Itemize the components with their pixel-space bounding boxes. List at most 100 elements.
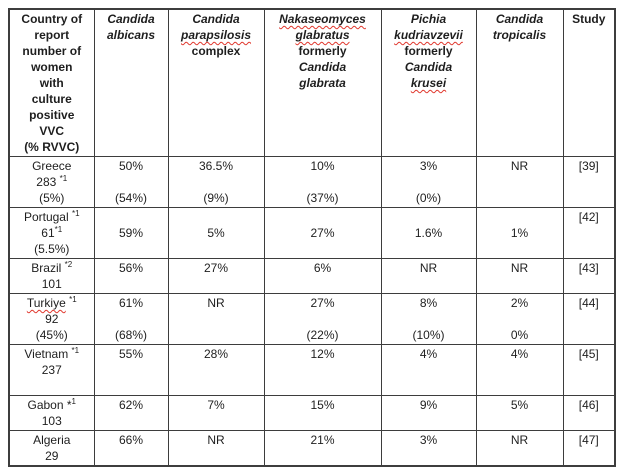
row-vietnam: Vietnam *1 237 55% 28% 12% 4% 4% [45] (8, 344, 616, 396)
header-cell-nakaseomyces-glabratus-line: Candida (267, 59, 379, 75)
cell-portugal-candida-albicans: 59% (93, 207, 169, 259)
cell-greece-candida-tropicalis-line: NR (479, 158, 561, 174)
text-segment: tropicalis (492, 28, 547, 42)
text-segment: 5% (207, 226, 225, 240)
header-cell-candida-parapsilosis-complex-line: Candida (171, 11, 262, 27)
cell-greece-pichia-kudriavzevii-line: 3% (384, 158, 474, 174)
header-cell-nakaseomyces-glabratus-line: glabratus (267, 27, 379, 43)
cell-portugal-pichia-kudriavzevii-line (384, 209, 474, 225)
cell-portugal-pichia-kudriavzevii: 1.6% (380, 207, 477, 259)
cell-brazil-candida-parapsilosis-complex: 27% (167, 258, 265, 294)
header-cell-country-line: (% RVVC) (12, 139, 92, 155)
text-segment: 36.5% (198, 159, 234, 173)
cell-brazil-candida-albicans-line: 56% (97, 260, 166, 276)
cell-gabon-candida-tropicalis: 5% (475, 395, 564, 431)
cell-vietnam-country: Vietnam *1 237 (8, 344, 95, 396)
header-cell-pichia-kudriavzevii-line: formerly (384, 43, 474, 59)
text-segment: 55% (118, 347, 144, 361)
cell-brazil-candida-tropicalis-line: NR (479, 260, 561, 276)
cell-turkiye-study: [44] (562, 293, 616, 345)
row-brazil: Brazil *2 101 56% 27% 6% NR NR [43] (8, 258, 616, 294)
cell-algeria-nakaseomyces-glabratus-line: 21% (267, 432, 379, 448)
text-segment: 9% (419, 398, 438, 412)
cell-brazil-study-line: [43] (566, 260, 613, 276)
table-body: Greece 283 *1 (5%) 50% (54%) 36.5% (9%) 10% (… (8, 156, 616, 467)
cell-vietnam-candida-tropicalis-line: 4% (479, 346, 561, 362)
text-segment: 3% (419, 159, 438, 173)
header-cell-country-line: Country of (12, 11, 92, 27)
cell-vietnam-study-line: [45] (566, 346, 613, 362)
cell-vietnam-nakaseomyces-glabratus-line: 12% (267, 346, 379, 362)
text-segment: NR (207, 296, 225, 310)
cell-vietnam-candida-albicans: 55% (93, 344, 169, 396)
cell-greece-study-line: [39] (566, 158, 613, 174)
cell-brazil-pichia-kudriavzevii-line: NR (384, 260, 474, 276)
cell-greece-nakaseomyces-glabratus-line: (37%) (267, 190, 379, 206)
cell-algeria-pichia-kudriavzevii-line: 3% (384, 432, 474, 448)
text-segment: positive (29, 108, 75, 122)
cell-turkiye-candida-parapsilosis-complex: NR (167, 293, 265, 345)
cell-turkiye-country-line: Turkiye *1 (12, 295, 92, 311)
text-segment: 50% (118, 159, 144, 173)
text-segment: 101 (41, 277, 62, 291)
table-header: Country of report number of women with cultur… (8, 8, 616, 157)
cell-algeria-country: Algeria 29 (8, 430, 95, 467)
text-segment: Candida (192, 12, 240, 26)
cell-portugal-country: Portugal *1 61*1 (5.5%) (8, 207, 95, 259)
text-segment: 61 (41, 226, 55, 240)
text-segment: [46] (578, 398, 599, 412)
spellcheck-flagged-text: parapsilosis (180, 28, 252, 42)
cell-gabon-pichia-kudriavzevii-line: 9% (384, 397, 474, 413)
header-cell-candida-albicans-line: Candida (97, 11, 166, 27)
cell-greece-nakaseomyces-glabratus: 10% (37%) (263, 156, 382, 208)
cell-brazil-pichia-kudriavzevii: NR (380, 258, 477, 294)
text-segment: NR (419, 261, 438, 275)
cell-turkiye-pichia-kudriavzevii-line: 8% (384, 295, 474, 311)
superscript-note: *1 (54, 225, 63, 234)
cell-vietnam-study: [45] (562, 344, 616, 396)
text-segment: Country of (21, 12, 83, 26)
superscript-note: *1 (71, 209, 80, 218)
cell-greece-nakaseomyces-glabratus-line: 10% (267, 158, 379, 174)
text-segment: Algeria (33, 433, 71, 447)
cell-portugal-candida-parapsilosis-complex: 5% (167, 207, 265, 259)
text-segment: culture (31, 92, 72, 106)
cell-greece-pichia-kudriavzevii-line (384, 174, 474, 190)
header-cell-candida-tropicalis-line: Candida (479, 11, 561, 27)
cell-turkiye-nakaseomyces-glabratus-line: 27% (267, 295, 379, 311)
cell-turkiye-pichia-kudriavzevii-line (384, 311, 474, 327)
cell-brazil-study: [43] (562, 258, 616, 294)
cell-brazil-nakaseomyces-glabratus-line: 6% (267, 260, 379, 276)
cell-gabon-nakaseomyces-glabratus: 15% (263, 395, 382, 431)
cell-vietnam-candida-tropicalis: 4% (475, 344, 564, 396)
header-cell-candida-parapsilosis-complex-line: complex (171, 43, 262, 59)
text-segment: 66% (118, 433, 144, 447)
cell-portugal-candida-tropicalis-line: 1% (479, 225, 561, 241)
cell-greece-candida-albicans: 50% (54%) (93, 156, 169, 208)
text-segment: 237 (41, 363, 62, 377)
text-segment: Portugal (23, 210, 72, 224)
text-segment: Greece (32, 159, 72, 173)
text-segment: (54%) (114, 191, 147, 205)
header-cell-pichia-kudriavzevii-line: kudriavzevii (384, 27, 474, 43)
text-segment: (% RVVC) (24, 140, 80, 154)
text-segment: 5% (510, 398, 529, 412)
header-cell-country-line: with (12, 75, 92, 91)
cell-portugal-country-line: Portugal *1 (12, 209, 92, 225)
cell-brazil-country-line: Brazil *2 (12, 260, 92, 276)
cell-algeria-candida-albicans-line: 66% (97, 432, 166, 448)
cell-algeria-candida-parapsilosis-complex-line: NR (171, 432, 262, 448)
text-segment: NR (510, 159, 529, 173)
text-segment: Candida (495, 12, 544, 26)
cell-portugal-candida-parapsilosis-complex-line: 5% (171, 225, 262, 241)
cell-portugal-candida-tropicalis-line (479, 209, 561, 225)
cell-portugal-study-line: [42] (566, 209, 613, 225)
text-segment: Candida (404, 60, 453, 74)
text-segment: 21% (310, 433, 335, 447)
cell-brazil-country: Brazil *2 101 (8, 258, 95, 294)
cell-turkiye-study-line: [44] (566, 295, 613, 311)
text-segment: glabrata (299, 76, 346, 90)
header-cell-study-line: Study (566, 11, 613, 27)
cell-vietnam-country-line (12, 378, 92, 394)
text-segment: 59% (118, 226, 144, 240)
